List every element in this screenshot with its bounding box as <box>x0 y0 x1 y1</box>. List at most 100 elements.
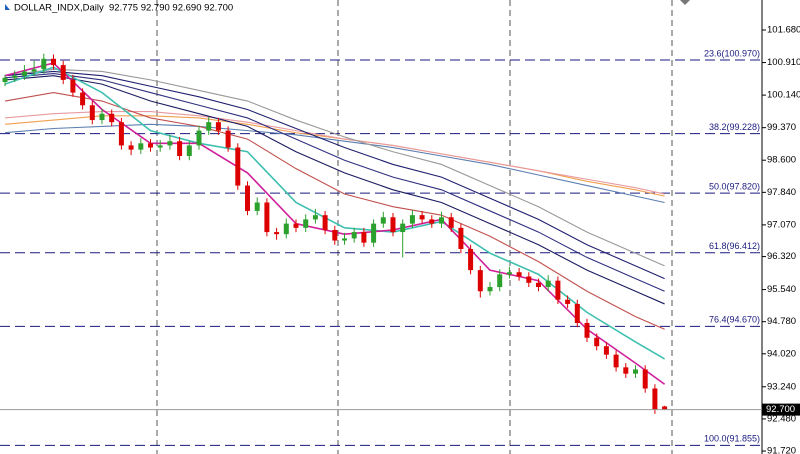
candle-body <box>138 143 144 150</box>
candle-body <box>99 113 105 121</box>
candle-body <box>31 69 37 72</box>
y-tick-label: 91.720 <box>767 446 796 454</box>
candle-body <box>206 122 212 131</box>
fib-label: 61.8(96.412) <box>709 241 760 251</box>
moving-average <box>4 75 665 305</box>
candle-body <box>555 280 561 300</box>
candle-body <box>186 145 192 156</box>
candle-body <box>264 202 270 233</box>
candle-body <box>2 77 8 83</box>
candle-body <box>51 58 56 66</box>
moving-average <box>4 111 665 195</box>
candle-body <box>400 223 406 233</box>
last-price-label: 92.700 <box>766 404 795 415</box>
y-tick-label: 93.240 <box>767 381 796 392</box>
candle-body <box>157 145 163 148</box>
y-tick-label: 100.140 <box>767 90 800 101</box>
candle-body <box>594 337 600 347</box>
candle-body <box>332 229 338 241</box>
candle-body <box>177 141 183 156</box>
y-tick-label: 94.020 <box>767 348 796 359</box>
candle-body <box>516 272 522 277</box>
candle-body <box>390 217 396 233</box>
fib-label: 100.0(91.855) <box>704 434 760 444</box>
candle-body <box>148 143 153 148</box>
y-tick-label: 101.680 <box>767 25 800 36</box>
candle-body <box>487 287 493 292</box>
candle-body <box>215 122 221 131</box>
candle-body <box>506 272 512 275</box>
candle-body <box>662 406 668 410</box>
candle-body <box>109 113 115 123</box>
candle-body <box>322 215 328 230</box>
y-tick-label: 95.540 <box>767 284 796 295</box>
candle-body <box>409 215 415 224</box>
candle-body <box>584 322 590 338</box>
header: DOLLAR_INDX,Daily 92.775 92.790 92.690 9… <box>14 3 233 14</box>
candle-body <box>468 248 474 271</box>
candle-body <box>351 232 357 239</box>
candle-body <box>623 367 629 374</box>
candle-body <box>497 274 503 288</box>
candle-body <box>652 388 658 410</box>
candle-body <box>283 223 289 235</box>
symbol-icon <box>5 4 10 10</box>
candle-body <box>167 141 173 146</box>
moving-average <box>4 92 665 330</box>
candle-body <box>41 58 47 70</box>
candle-body <box>245 185 250 211</box>
y-tick-label: 98.600 <box>767 155 796 166</box>
moving-average <box>4 68 665 267</box>
candle-body <box>89 105 95 121</box>
fib-label: 23.6(100.970) <box>704 48 760 58</box>
moving-average <box>4 72 665 292</box>
candle-body <box>303 219 309 228</box>
y-tick-label: 100.910 <box>767 57 800 68</box>
candle-body <box>477 270 483 292</box>
candle-body <box>526 276 532 283</box>
last-price-box <box>762 403 800 416</box>
candle-body <box>380 217 386 224</box>
candle-body <box>574 303 580 323</box>
candle-body <box>439 217 444 224</box>
candle-body <box>642 369 648 389</box>
candle-body <box>196 130 202 146</box>
candle-body <box>118 122 124 146</box>
candle-body <box>633 369 638 374</box>
y-tick-label: 96.320 <box>767 251 796 262</box>
moving-average <box>4 70 665 280</box>
candle-body <box>613 354 619 368</box>
candle-body <box>254 202 260 211</box>
candle-body <box>225 130 231 148</box>
candle-body <box>80 92 86 106</box>
candle-body <box>293 223 299 228</box>
candle-body <box>274 232 280 235</box>
y-tick-label: 99.370 <box>767 122 796 133</box>
candle-body <box>429 219 435 224</box>
candle-body <box>312 215 318 220</box>
candle-body <box>603 346 609 355</box>
candle-body <box>419 215 425 220</box>
candle-body <box>448 217 454 228</box>
shift-marker <box>680 0 690 5</box>
candle-body <box>361 232 367 243</box>
moving-average <box>4 123 665 204</box>
candle-body <box>371 223 377 243</box>
moving-average <box>4 66 666 360</box>
fib-label: 50.0(97.820) <box>709 182 760 192</box>
candle-body <box>70 79 76 93</box>
y-tick-label: 92.480 <box>767 413 796 424</box>
y-tick-label: 94.780 <box>767 316 796 327</box>
candle-body <box>458 227 464 249</box>
candle-body <box>21 71 27 76</box>
y-tick-label: 97.070 <box>767 219 796 230</box>
candle-body <box>128 145 134 150</box>
candle-body <box>545 280 551 288</box>
fib-label: 76.4(94.670) <box>709 315 760 325</box>
plot <box>0 53 762 446</box>
y-tick-label: 97.840 <box>767 187 796 198</box>
fib-label: 38.2(99.228) <box>709 122 760 132</box>
candle-body <box>235 147 241 186</box>
candle-body <box>60 65 66 80</box>
